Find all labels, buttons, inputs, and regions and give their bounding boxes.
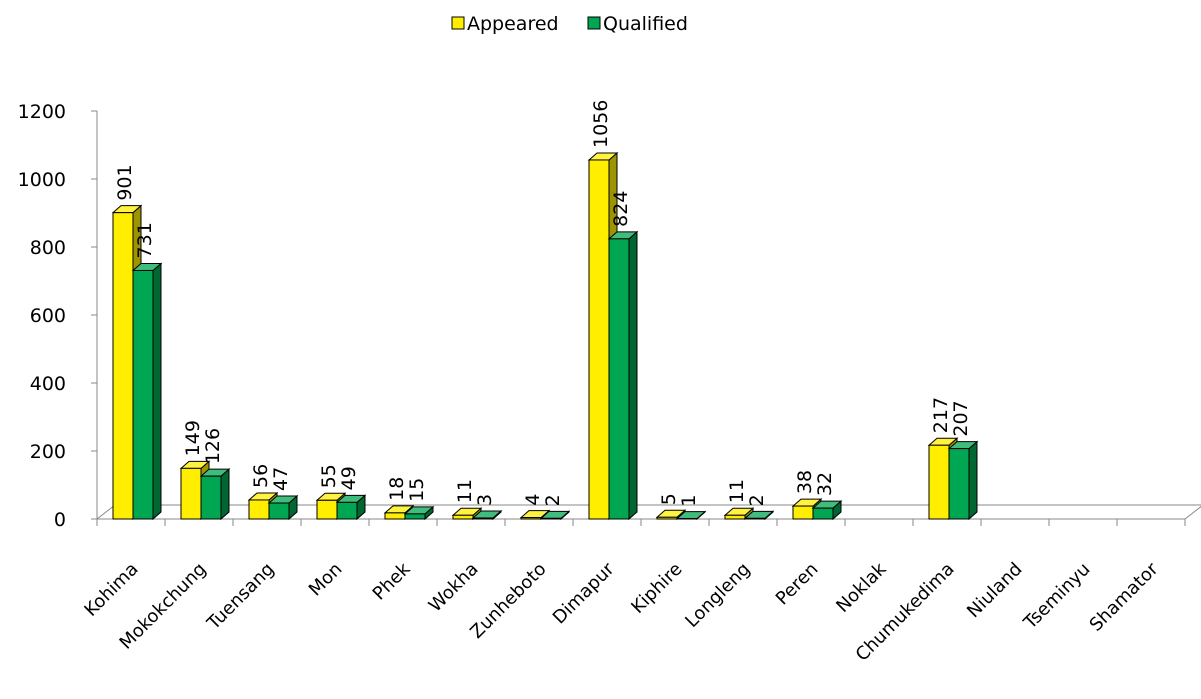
y-tick-label: 600 xyxy=(30,305,66,327)
bar-qualified xyxy=(743,510,775,521)
data-label-qualified: 3 xyxy=(474,494,496,506)
data-label-qualified: 47 xyxy=(270,467,292,491)
data-label-appeared: 56 xyxy=(250,464,272,488)
data-label-qualified: 207 xyxy=(950,400,972,436)
axes xyxy=(96,111,1185,520)
bar-qualified xyxy=(607,230,639,521)
data-label-qualified: 15 xyxy=(406,478,428,502)
bar-qualified xyxy=(131,262,163,521)
x-category-label: Shamator xyxy=(1086,558,1163,635)
data-label-qualified: 2 xyxy=(542,494,564,506)
y-tick-label: 400 xyxy=(30,373,66,395)
bar-appeared xyxy=(791,497,823,521)
x-category-label: Kiphire xyxy=(627,559,686,618)
data-label-appeared: 11 xyxy=(726,479,748,503)
bar-qualified xyxy=(199,468,231,521)
data-label-appeared: 11 xyxy=(454,479,476,503)
bar-qualified xyxy=(675,510,707,521)
y-axis-ticks: 0 200 400 600 800 1000 1200 xyxy=(18,101,97,531)
data-label-qualified: 32 xyxy=(814,472,836,496)
data-label-qualified: 1 xyxy=(678,495,700,507)
data-label-appeared: 1056 xyxy=(590,100,612,148)
data-label-appeared: 901 xyxy=(114,164,136,200)
legend-swatch xyxy=(587,16,601,30)
x-category-label: Longleng xyxy=(681,559,754,632)
data-label-appeared: 4 xyxy=(522,494,544,506)
bar-appeared xyxy=(655,509,687,521)
bars xyxy=(111,151,979,521)
y-tick-label: 1200 xyxy=(18,101,66,123)
data-label-qualified: 49 xyxy=(338,466,360,490)
data-label-appeared: 18 xyxy=(386,477,408,501)
data-label-qualified: 126 xyxy=(202,428,224,464)
x-category-label: Tuensang xyxy=(203,559,279,635)
data-label-appeared: 217 xyxy=(930,397,952,433)
data-label-appeared: 5 xyxy=(658,493,680,505)
data-label-qualified: 824 xyxy=(610,191,632,227)
bar-qualified xyxy=(947,440,979,521)
bar-qualified xyxy=(539,510,571,521)
legend-swatch xyxy=(451,16,465,30)
bar-qualified xyxy=(335,494,367,521)
y-tick-label: 200 xyxy=(30,441,66,463)
legend-label: Qualified xyxy=(603,13,688,35)
y-tick-label: 0 xyxy=(54,509,66,531)
bar-qualified xyxy=(267,494,299,521)
legend-item-appeared: Appeared xyxy=(451,13,559,35)
bar-qualified xyxy=(471,509,503,521)
x-category-label: Wokha xyxy=(425,559,483,617)
bar-appeared xyxy=(451,507,483,521)
y-tick-label: 1000 xyxy=(18,169,66,191)
x-category-label: Phek xyxy=(369,558,415,604)
data-label-appeared: 149 xyxy=(182,420,204,456)
x-category-label: Kohima xyxy=(80,559,142,621)
bar-qualified xyxy=(403,505,435,521)
x-category-label: Niuland xyxy=(963,559,1026,622)
x-category-label: Peren xyxy=(772,559,823,610)
data-label-appeared: 55 xyxy=(318,464,340,488)
bar-qualified xyxy=(811,500,843,521)
data-label-qualified: 731 xyxy=(134,222,156,258)
legend-item-qualified: Qualified xyxy=(587,13,688,35)
x-category-label: Dimapur xyxy=(549,558,619,628)
legend-label: Appeared xyxy=(467,13,559,35)
legend: Appeared Qualified xyxy=(451,13,688,35)
x-category-label: Mon xyxy=(305,559,347,601)
data-label-appeared: 38 xyxy=(794,470,816,494)
data-label-qualified: 2 xyxy=(746,494,768,506)
x-category-label: Noklak xyxy=(832,558,891,617)
x-category-label: Tseminyu xyxy=(1019,559,1094,634)
y-tick-label: 800 xyxy=(30,237,66,259)
